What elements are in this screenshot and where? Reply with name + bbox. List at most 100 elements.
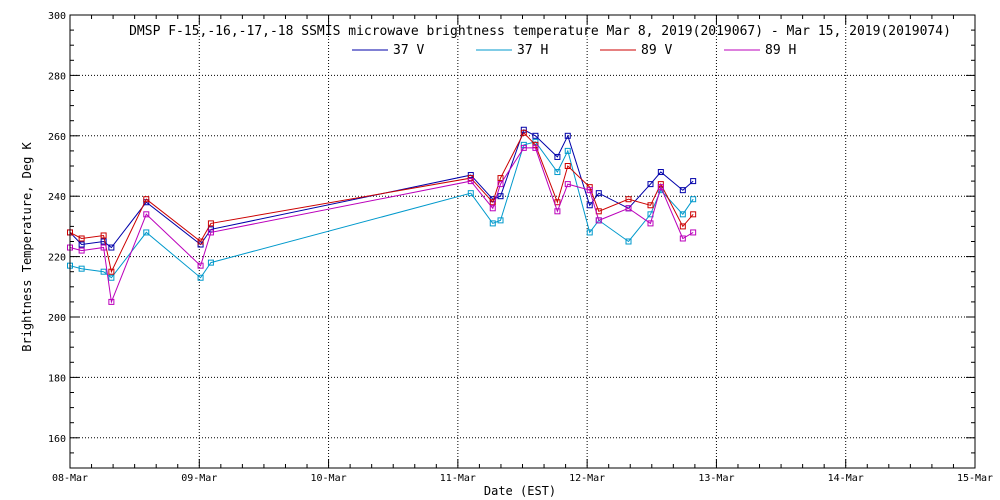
data-point <box>207 259 214 266</box>
data-point <box>554 208 561 215</box>
data-point <box>554 169 561 176</box>
series-line <box>69 141 694 279</box>
data-point <box>489 199 496 206</box>
data-point <box>467 190 474 197</box>
data-point <box>564 181 571 188</box>
data-point <box>520 141 527 148</box>
legend-label: 89 V <box>641 43 672 58</box>
plot-frame <box>69 14 976 469</box>
y-tick-label: 280 <box>48 71 66 82</box>
data-point <box>497 193 504 200</box>
data-point <box>467 172 474 179</box>
legend-label: 37 V <box>393 43 424 58</box>
x-tick-label: 12-Mar <box>569 473 605 484</box>
data-point <box>554 199 561 206</box>
data-point <box>554 153 561 160</box>
data-point <box>647 181 654 188</box>
data-point <box>78 241 85 248</box>
data-point <box>532 132 539 139</box>
data-point <box>100 232 107 239</box>
legend-label: 37 H <box>517 43 548 58</box>
x-axis-label: Date (EST) <box>484 484 556 498</box>
data-point <box>586 202 593 209</box>
x-tick-label: 15-Mar <box>957 473 993 484</box>
data-point <box>100 238 107 245</box>
series-line <box>69 147 694 304</box>
data-point <box>108 274 115 281</box>
data-point <box>497 175 504 182</box>
x-tick-label: 11-Mar <box>440 473 476 484</box>
data-point <box>564 147 571 154</box>
data-point <box>690 229 697 236</box>
y-axis-label: Brightness Temperature, Deg K <box>20 141 34 351</box>
y-tick-label: 160 <box>48 434 66 445</box>
data-point <box>690 211 697 218</box>
data-point <box>586 229 593 236</box>
data-point <box>625 205 632 212</box>
data-point <box>657 169 664 176</box>
data-point <box>647 220 654 227</box>
data-point <box>108 268 115 275</box>
data-point <box>679 187 686 194</box>
data-point <box>78 235 85 242</box>
y-tick-label: 300 <box>48 11 66 22</box>
data-point <box>108 298 115 305</box>
data-point <box>595 217 602 224</box>
data-point <box>564 163 571 169</box>
data-point <box>489 220 496 227</box>
x-tick-label: 08-Mar <box>52 473 88 484</box>
data-point <box>690 178 697 185</box>
data-point <box>78 247 85 254</box>
data-point <box>197 274 204 281</box>
series-line <box>69 131 694 274</box>
y-tick-label: 240 <box>48 192 66 203</box>
data-point <box>586 187 593 194</box>
grid-layer <box>70 15 975 468</box>
data-point <box>467 178 474 185</box>
chart-title: DMSP F-15,-16,-17,-18 SSMIS microwave br… <box>129 24 951 39</box>
series-line <box>69 129 694 249</box>
y-tick-label: 260 <box>48 132 66 143</box>
data-point <box>625 238 632 245</box>
y-tick-label: 220 <box>48 253 66 264</box>
series-layer <box>67 126 697 305</box>
legend: 37 V 37 H 89 V 89 H <box>352 43 796 58</box>
x-tick-label: 09-Mar <box>181 473 217 484</box>
data-point <box>143 196 150 203</box>
data-point <box>679 235 686 242</box>
data-point <box>532 144 539 151</box>
data-point <box>489 205 496 212</box>
x-tick-label: 13-Mar <box>698 473 734 484</box>
data-point <box>143 211 150 218</box>
data-point <box>657 184 664 191</box>
x-tick-label: 14-Mar <box>828 473 864 484</box>
x-tick-label: 10-Mar <box>311 473 347 484</box>
data-point <box>467 175 474 182</box>
data-point <box>679 223 686 230</box>
data-point <box>197 262 204 269</box>
data-point <box>78 265 85 272</box>
data-point <box>520 144 527 151</box>
data-point <box>207 229 214 236</box>
data-point <box>586 184 593 191</box>
data-point <box>108 244 115 251</box>
data-point <box>143 229 150 236</box>
data-point <box>625 196 632 203</box>
y-tick-label: 180 <box>48 373 66 384</box>
data-point <box>197 238 204 245</box>
data-point <box>497 217 504 224</box>
data-point <box>679 211 686 218</box>
data-point <box>100 244 107 251</box>
data-point <box>497 181 504 188</box>
data-point <box>564 132 571 139</box>
data-point <box>647 202 654 209</box>
data-point <box>690 196 697 203</box>
y-tick-label: 200 <box>48 313 66 324</box>
data-point <box>100 268 107 275</box>
data-point <box>207 220 214 227</box>
data-point <box>520 129 527 136</box>
tick-layer: 08-Mar 09-Mar 10-Mar 11-Mar 12-Mar 13-Mar 14-M… <box>48 11 993 484</box>
data-point <box>595 190 602 197</box>
